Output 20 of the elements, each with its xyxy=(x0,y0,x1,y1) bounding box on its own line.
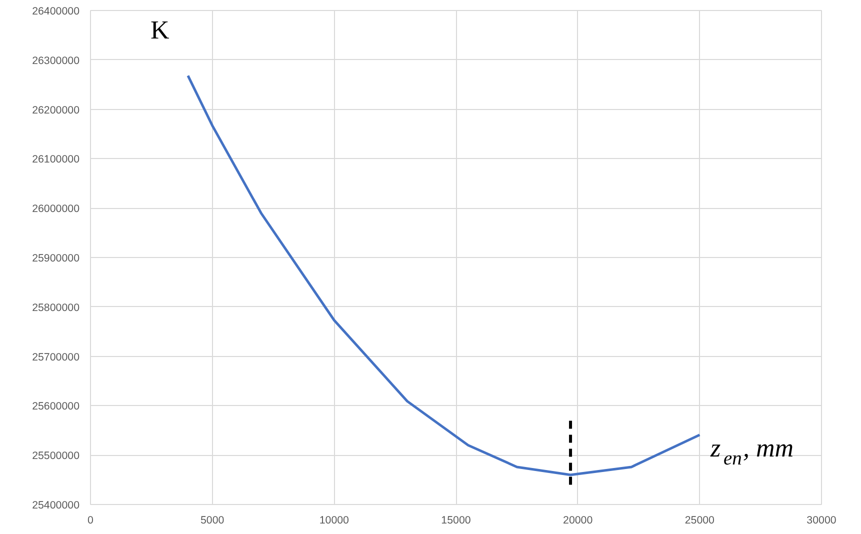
y-tick-label: 26000000 xyxy=(32,203,80,216)
y-tick-label: 25700000 xyxy=(32,351,80,364)
y-tick-label: 25500000 xyxy=(32,450,80,462)
y-tick-label: 26300000 xyxy=(32,54,80,67)
y-tick-label: 25600000 xyxy=(32,400,80,413)
x-tick-label: 30000 xyxy=(806,514,836,526)
y-tick-label: 26200000 xyxy=(32,104,80,116)
line-series xyxy=(186,74,701,476)
y-tick-label: 25900000 xyxy=(32,252,80,264)
x-tick-label: 20000 xyxy=(563,514,593,526)
x-tick-label: 15000 xyxy=(441,514,471,526)
y-axis-title: K xyxy=(150,16,170,44)
y-tick-label: 26400000 xyxy=(32,6,80,18)
y-tick-label: 26100000 xyxy=(32,154,80,166)
x-tick-label: 0 xyxy=(88,514,94,526)
x-tick-label: 5000 xyxy=(200,514,224,526)
y-tick-label: 25800000 xyxy=(32,302,80,314)
x-tick-label: 10000 xyxy=(319,514,350,526)
x-tick-label: 25000 xyxy=(684,514,715,526)
y-tick-label: 25400000 xyxy=(32,500,80,512)
